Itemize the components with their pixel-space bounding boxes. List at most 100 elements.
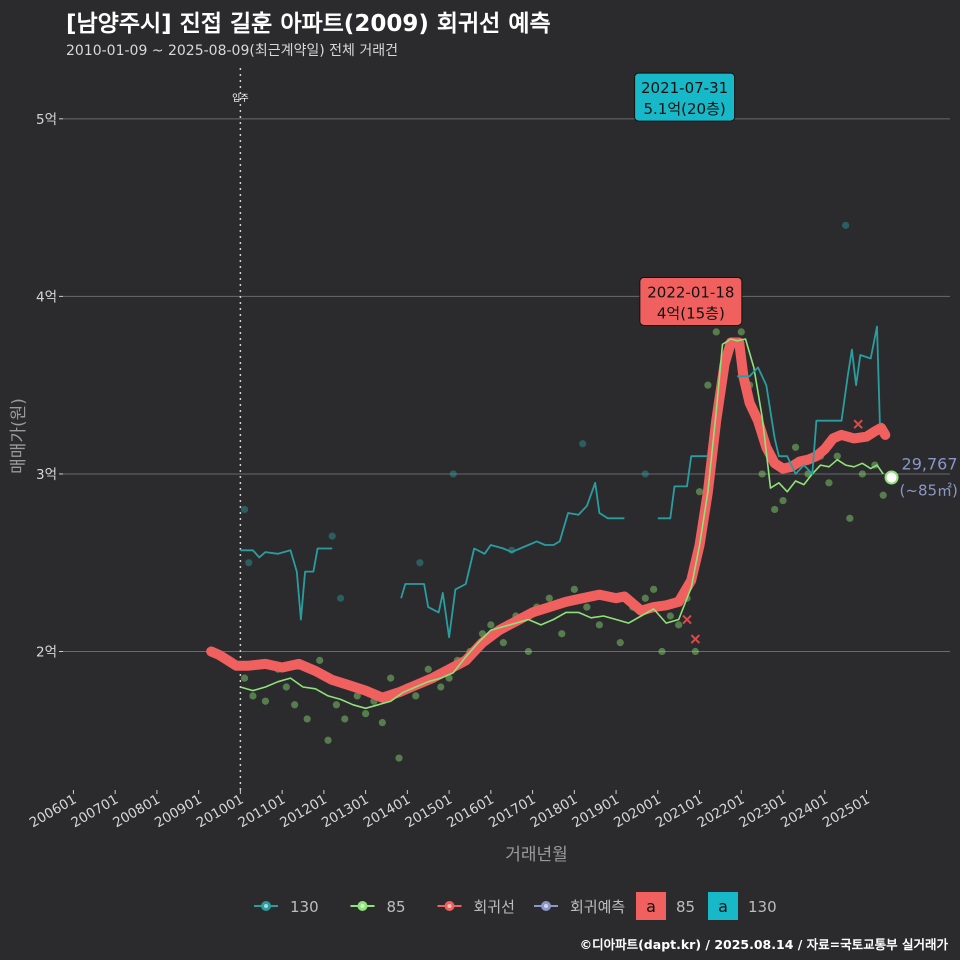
scatter-point-85-19	[424, 665, 432, 673]
scatter-point-85-42	[675, 621, 683, 629]
series-lines-layer	[206, 100, 899, 710]
scatter-point-85-38	[641, 594, 649, 602]
scatter-point-85-44	[691, 647, 699, 656]
scatter-point-85-49	[737, 328, 745, 336]
credit-text: ©디아파트(dapt.kr) / 2025.08.14 / 자료=국토교통부 실…	[579, 937, 948, 952]
x-axis-title: 거래년월	[505, 845, 568, 865]
scatter-point-85-8	[324, 736, 332, 744]
scatter-point-85-59	[846, 514, 854, 522]
scatter-point-85-1	[249, 692, 257, 700]
scatter-point-85-51	[758, 470, 766, 478]
annotation-layer: 2022-01-18 4억(15층) 2021-07-31 5.1억(20층) 29,7…	[634, 72, 958, 499]
axes-layer: 2억3억4억5억20060120070120080120090120100120…	[9, 112, 873, 865]
scatter-point-85-14	[378, 718, 386, 727]
scatter-point-85-12	[362, 710, 370, 718]
y-tick-label-3: 5억	[36, 112, 57, 128]
scatter-point-85-10	[341, 715, 349, 723]
annotation-date-85: 2022-01-18	[647, 283, 734, 301]
scatter-point-130-7	[579, 440, 587, 448]
legend-key-box-0	[636, 892, 666, 920]
legend: 130 85 회귀선 회귀예측 a 85 a 130	[254, 892, 777, 920]
scatter-point-85-31	[558, 630, 566, 638]
scatter-point-85-32	[570, 585, 578, 593]
x-tick-label-2: 200801	[110, 792, 163, 832]
scatter-point-85-11	[353, 692, 361, 700]
scatter-point-130-1	[245, 559, 253, 567]
y-axis-title: 매매가(원)	[9, 398, 29, 474]
y-tick-label-0: 2억	[36, 645, 57, 661]
outlier-mark-2	[853, 419, 863, 429]
scatter-point-85-60	[858, 470, 866, 478]
x-tick-label-15: 202101	[653, 792, 706, 832]
legend-key-glyph-0: a	[646, 897, 656, 916]
x-tick-label-11: 201701	[486, 792, 539, 832]
scatter-point-85-58	[833, 452, 841, 460]
x-tick-label-16: 202201	[695, 792, 748, 832]
x-tick-label-14: 202001	[611, 792, 664, 832]
scatter-point-85-20	[437, 683, 445, 691]
move-in-label: 입주	[232, 92, 249, 104]
legend-key-glyph-1: a	[718, 897, 728, 916]
scatter-point-85-40	[658, 647, 666, 656]
reference-line-layer: 입주	[232, 68, 249, 790]
annotation-value-85: 4억(15층)	[657, 304, 725, 322]
x-tick-label-19: 202501	[820, 792, 873, 832]
legend-label-0: 130	[290, 898, 319, 916]
scatter-point-85-28	[524, 647, 533, 656]
scatter-point-85-46	[704, 381, 712, 389]
series-130-line-2	[657, 455, 708, 520]
legend-dot-center-0	[264, 904, 268, 908]
scatter-point-130-9	[842, 221, 850, 229]
grid-layer	[63, 118, 950, 653]
scatter-point-85-6	[303, 715, 311, 723]
x-tick-label-17: 202301	[736, 792, 789, 832]
y-tick-label-2: 4억	[36, 289, 57, 305]
scatter-point-85-16	[395, 754, 403, 762]
annotation-value-130: 5.1억(20층)	[643, 100, 725, 118]
legend-dot-center-2	[447, 904, 452, 908]
outlier-mark-1	[690, 634, 701, 644]
scatter-point-85-33	[583, 603, 591, 611]
prediction-value-label: 29,767	[902, 454, 958, 473]
scatter-point-130-3	[336, 594, 345, 602]
scatter-point-85-47	[712, 328, 720, 336]
scatter-point-130-4	[416, 559, 424, 567]
legend-label-1: 85	[387, 898, 406, 916]
series-130-line-0	[240, 547, 333, 621]
legend-dot-center-3	[544, 904, 548, 908]
scatter-point-85-2	[261, 697, 270, 705]
annotation-date-130: 2021-07-31	[641, 79, 728, 97]
scatter-point-85-62	[879, 491, 887, 499]
scatter-point-85-45	[695, 488, 704, 496]
y-tick-label-1: 3억	[36, 467, 57, 483]
scatter-point-85-39	[650, 585, 658, 593]
chart-subtitle: 2010-01-09 ~ 2025-08-09(최근계약일) 전체 거래건	[66, 43, 398, 59]
scatter-point-130-8	[641, 470, 649, 478]
x-tick-label-9: 201501	[402, 792, 455, 832]
x-tick-label-12: 201801	[528, 792, 581, 832]
x-tick-label-0: 200601	[27, 792, 80, 832]
prediction-point	[884, 470, 899, 485]
x-tick-label-8: 201401	[361, 792, 414, 832]
scatter-point-85-54	[791, 443, 800, 451]
x-tick-label-5: 201101	[236, 792, 289, 832]
scatter-point-85-30	[545, 594, 553, 602]
regression-line	[206, 337, 891, 703]
scatter-point-85-57	[825, 479, 833, 487]
legend-label-2: 회귀선	[474, 898, 515, 916]
scatter-point-85-21	[445, 674, 453, 682]
scatter-point-85-4	[282, 683, 290, 691]
scatter-point-85-9	[332, 701, 341, 709]
scatter-point-85-41	[666, 612, 674, 620]
scatter-point-85-18	[412, 692, 420, 700]
series-130-line-1	[400, 481, 625, 639]
chart-title: [남양주시] 진접 길훈 아파트(2009) 회귀선 예측	[66, 11, 551, 37]
scatter-point-130-0	[240, 505, 249, 514]
legend-dot-center-1	[360, 904, 365, 908]
legend-label-3: 회귀예측	[570, 898, 625, 916]
scatter-point-85-7	[316, 656, 324, 664]
scatter-point-85-5	[291, 701, 299, 709]
x-tick-label-7: 201301	[319, 792, 372, 832]
annotation-box-85	[639, 276, 743, 326]
